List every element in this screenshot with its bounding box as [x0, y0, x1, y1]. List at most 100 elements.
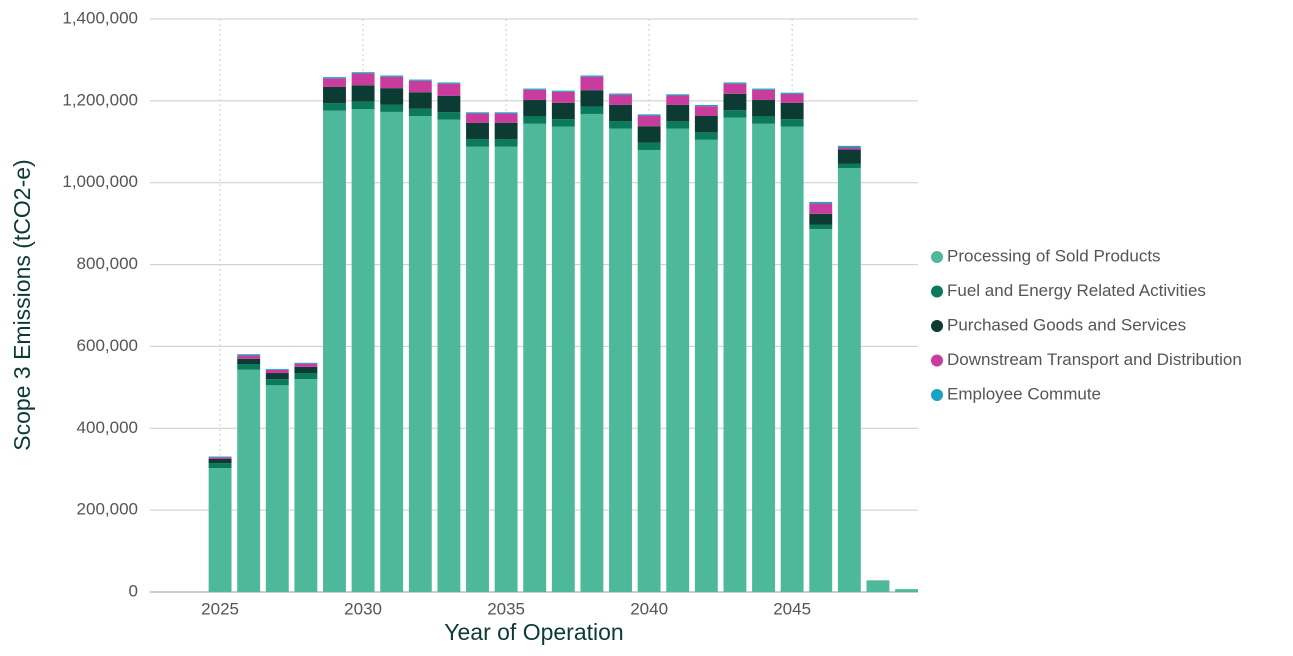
bar-segment	[352, 85, 375, 101]
bar-segment	[695, 140, 718, 592]
bar-segment	[380, 88, 403, 104]
bar-segment	[266, 373, 289, 379]
bar-segment	[809, 202, 832, 204]
y-tick-label: 200,000	[77, 500, 138, 519]
legend-marker	[931, 355, 943, 367]
legend-label: Fuel and Energy Related Activities	[947, 281, 1206, 300]
bar-segment	[838, 168, 861, 592]
bar-segment	[495, 123, 518, 139]
bar-segment	[266, 385, 289, 592]
legend-label: Employee Commute	[947, 384, 1101, 403]
bar-segment	[323, 111, 346, 592]
bar-segment	[723, 110, 746, 117]
y-tick-label: 0	[129, 581, 138, 600]
bar-segment	[609, 95, 632, 105]
bar-segment	[552, 92, 575, 103]
bar-segment	[580, 114, 603, 592]
bar-segment	[638, 116, 661, 127]
bar-segment	[380, 77, 403, 88]
bar-segment	[209, 457, 232, 459]
x-tick-label: 2045	[773, 599, 811, 618]
bar-segment	[437, 120, 460, 592]
bar-segment	[266, 370, 289, 373]
bar-segment	[809, 229, 832, 592]
y-axis-label: Scope 3 Emissions (tCO2-e)	[9, 159, 35, 450]
bar-segment	[523, 124, 546, 592]
bar-segment	[723, 94, 746, 110]
bar-segment	[781, 94, 804, 103]
bar-segment	[237, 354, 260, 355]
bar-segment	[695, 105, 718, 106]
bar-segment	[466, 123, 489, 139]
x-tick-label: 2035	[487, 599, 525, 618]
y-tick-label: 1,000,000	[62, 172, 138, 191]
bar-segment	[495, 112, 518, 113]
bar-segment	[752, 89, 775, 90]
bar-segment	[895, 589, 918, 592]
bar-segment	[409, 80, 432, 81]
bar-segment	[580, 75, 603, 76]
bar-segment	[380, 105, 403, 112]
bar-segment	[523, 89, 546, 90]
bar-segment	[237, 370, 260, 592]
bar-segment	[437, 112, 460, 119]
bar-segment	[666, 96, 689, 105]
bar-segment	[495, 139, 518, 146]
bar-segment	[294, 379, 317, 592]
y-tick-label: 1,200,000	[62, 90, 138, 109]
bar-segment	[638, 150, 661, 592]
bar-segment	[323, 87, 346, 103]
bar-segment	[580, 90, 603, 106]
bar-segment	[495, 147, 518, 592]
bar-segment	[323, 103, 346, 110]
bar-segment	[666, 105, 689, 121]
bar-segment	[666, 94, 689, 95]
legend-label: Processing of Sold Products	[947, 246, 1161, 265]
y-tick-label: 600,000	[77, 336, 138, 355]
bar-segment	[437, 84, 460, 96]
bar-segment	[323, 77, 346, 78]
bar-segment	[752, 90, 775, 100]
bar-segment	[723, 118, 746, 592]
bar-segment	[294, 373, 317, 379]
bar-segment	[752, 124, 775, 592]
bar-segment	[323, 78, 346, 87]
bar-segment	[781, 93, 804, 94]
bar-segment	[609, 93, 632, 94]
bar-segment	[352, 109, 375, 592]
bar-segment	[437, 82, 460, 83]
y-tick-label: 800,000	[77, 254, 138, 273]
bar-segment	[580, 77, 603, 91]
bar-segment	[609, 129, 632, 592]
bar-segment	[666, 129, 689, 592]
bar-segment	[237, 364, 260, 370]
bar-segment	[294, 364, 317, 367]
x-tick-label: 2030	[344, 599, 382, 618]
bar-segment	[294, 363, 317, 364]
bar-segment	[466, 114, 489, 123]
bar-segment	[695, 132, 718, 139]
bar-segment	[723, 82, 746, 83]
bar-segment	[437, 96, 460, 112]
bar-segment	[781, 127, 804, 592]
bar-segment	[809, 225, 832, 229]
bar-segment	[638, 126, 661, 142]
x-tick-label: 2025	[201, 599, 239, 618]
legend-label: Purchased Goods and Services	[947, 315, 1186, 334]
bar-segment	[809, 204, 832, 214]
bar-segment	[237, 355, 260, 358]
bar-segment	[409, 116, 432, 592]
bar-segment	[838, 164, 861, 168]
y-tick-label: 400,000	[77, 418, 138, 437]
bar-segment	[466, 139, 489, 146]
bar-segment	[209, 463, 232, 468]
bar-segment	[209, 459, 232, 463]
bar-segment	[352, 102, 375, 109]
bar-segment	[266, 379, 289, 385]
bar-segment	[609, 105, 632, 121]
bar-segment	[781, 103, 804, 119]
bar-segment	[838, 146, 861, 148]
bar-segment	[638, 143, 661, 150]
bar-segment	[352, 73, 375, 85]
